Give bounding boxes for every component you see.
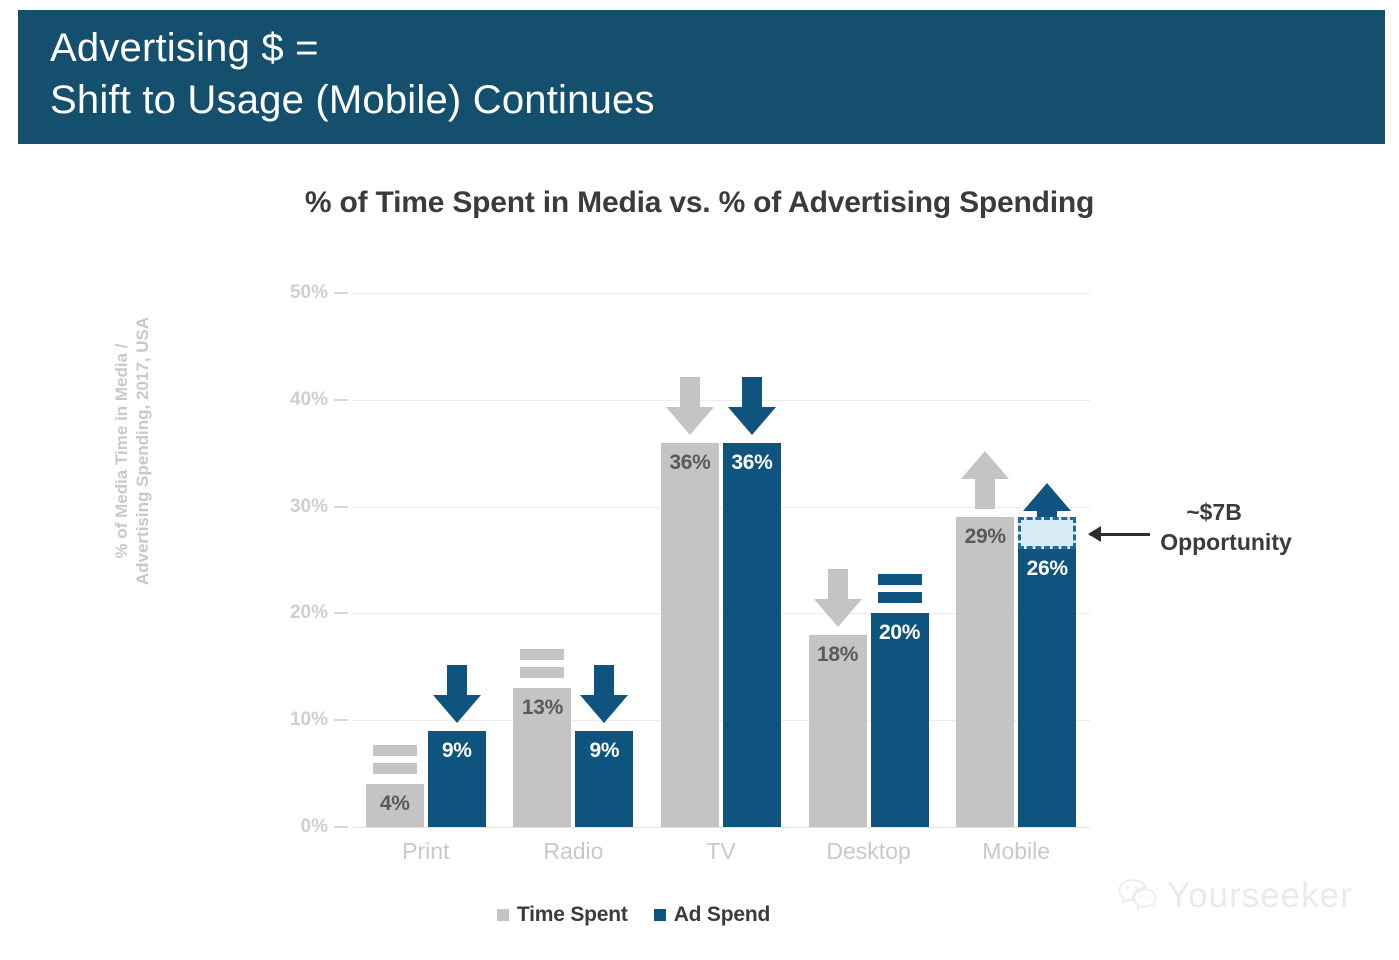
bar-value-label: 9%	[589, 738, 620, 762]
gridline	[352, 293, 1090, 294]
y-axis-ticks: 0% 10% 20% 30% 40% 50%	[258, 0, 328, 960]
arrow-up-icon	[957, 449, 1013, 511]
bar-radio-ad-spend: 9%	[575, 730, 634, 827]
opportunity-label: Opportunity	[1160, 529, 1292, 556]
bar-print-ad-spend: 9%	[427, 730, 486, 827]
watermark-text: Yourseeker	[1167, 876, 1353, 915]
bar-value-label: 20%	[879, 621, 921, 645]
header-title-line-2: Shift to Usage (Mobile) Continues	[50, 78, 655, 122]
gridline	[352, 506, 1090, 508]
y-axis-tick-mark	[334, 612, 348, 615]
arrow-down-icon	[576, 663, 632, 725]
x-axis-label-tv: TV	[706, 838, 736, 864]
y-axis-tick-mark	[334, 826, 348, 828]
bar-value-label: 18%	[817, 642, 859, 666]
y-axis-tick-mark	[334, 505, 348, 508]
y-axis-tick-label: 0%	[300, 816, 328, 837]
bar-mobile-time-spent: 29%	[956, 517, 1015, 827]
bar-value-label: 36%	[669, 450, 711, 474]
y-axis-tick-label: 50%	[289, 282, 328, 303]
gridline	[352, 399, 1090, 401]
bar-desktop-time-spent: 18%	[808, 634, 867, 827]
bar-mobile-ad-spend: 26%	[1018, 549, 1077, 827]
bar-tv-time-spent: 36%	[661, 442, 719, 827]
bar-print-time-spent: 4%	[365, 784, 424, 827]
header-title-line-1: Advertising $ =	[50, 26, 319, 70]
header-banner: Advertising $ = Shift to Usage (Mobile) …	[18, 10, 1385, 144]
legend-label: Ad Spend	[673, 903, 771, 926]
equals-icon	[876, 571, 924, 607]
axis-baseline	[352, 827, 1090, 828]
chart-legend: Time Spent Ad Spend	[0, 903, 1333, 927]
x-axis-label-radio: Radio	[543, 838, 604, 864]
chart-title: % of Time Spent in Media vs. % of Advert…	[304, 186, 1095, 219]
x-axis-label-mobile: Mobile	[982, 838, 1051, 864]
y-axis-tick-label: 40%	[289, 388, 328, 410]
arrow-down-icon	[724, 375, 780, 437]
y-axis-tick-label: 10%	[289, 709, 328, 731]
y-axis-tick-mark	[334, 292, 348, 294]
y-axis-tick-mark	[334, 398, 348, 401]
x-axis-label-desktop: Desktop	[826, 838, 911, 864]
equals-icon	[371, 742, 419, 778]
legend-item-ad-spend[interactable]: Ad Spend	[653, 903, 771, 927]
gridline	[352, 613, 1090, 615]
y-axis-tick-label: 30%	[289, 495, 328, 517]
arrow-down-icon	[429, 663, 485, 725]
equals-icon	[518, 646, 566, 682]
bar-radio-time-spent: 13%	[513, 688, 572, 827]
opportunity-annotation: ~$7B Opportunity	[1160, 497, 1292, 557]
opportunity-amount: ~$7B	[1186, 499, 1242, 526]
opportunity-arrow-icon	[1088, 526, 1151, 543]
arrow-down-icon	[810, 567, 866, 629]
arrow-down-icon	[662, 375, 718, 437]
bar-value-label: 13%	[521, 696, 563, 720]
bar-value-label: 9%	[441, 738, 472, 762]
bar-desktop-ad-spend: 20%	[870, 613, 929, 827]
x-axis-label-print: Print	[402, 838, 450, 864]
y-axis-tick-label: 20%	[289, 602, 328, 624]
legend-swatch	[496, 909, 509, 921]
legend-item-time-spent[interactable]: Time Spent	[496, 903, 628, 927]
bar-value-label: 4%	[379, 792, 410, 816]
legend-swatch	[653, 909, 666, 921]
gridline	[352, 720, 1090, 722]
arrow-up-icon	[1019, 481, 1075, 543]
y-axis-tick-mark	[334, 719, 348, 722]
bar-value-label: 26%	[1026, 557, 1068, 581]
legend-label: Time Spent	[516, 903, 628, 926]
wechat-icon	[1118, 878, 1158, 915]
bar-value-label: 36%	[731, 450, 773, 474]
bar-value-label: 29%	[964, 525, 1006, 549]
opportunity-box	[1018, 517, 1077, 550]
bar-tv-ad-spend: 36%	[723, 442, 781, 827]
watermark: Yourseeker	[1118, 876, 1353, 916]
